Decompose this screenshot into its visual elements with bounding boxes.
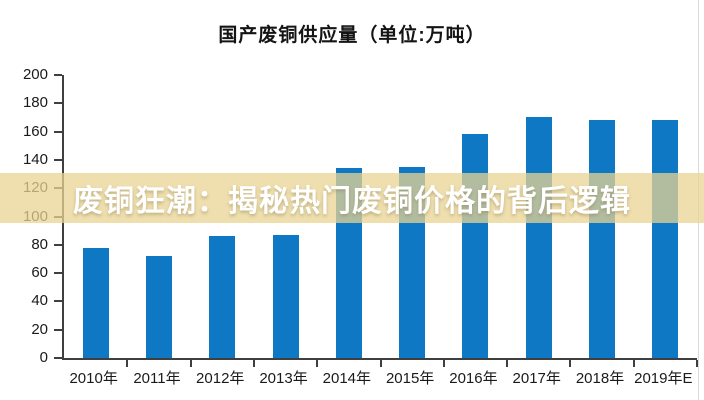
y-tick-mark	[54, 272, 62, 275]
y-tick-label: 40	[31, 292, 48, 310]
chart-title: 国产废铜供应量（单位:万吨）	[218, 25, 486, 46]
y-tick-mark	[54, 74, 62, 76]
bar-slot	[191, 75, 254, 358]
x-tick-label: 2015年	[385, 370, 435, 387]
y-tick-mark	[54, 102, 62, 105]
x-tick-label: 2019年E	[634, 370, 693, 387]
bar-slot	[127, 75, 190, 358]
x-axis-tick	[632, 360, 635, 367]
y-tick-label: 60	[31, 264, 48, 282]
bar-2012年	[209, 236, 236, 358]
bar-slot	[570, 75, 633, 358]
headline-banner: 废铜狂潮：揭秘热门废铜价格的背后逻辑	[0, 173, 704, 223]
x-axis-tick	[316, 360, 319, 367]
x-tick-label: 2014年	[322, 370, 372, 387]
y-tick-label: 20	[31, 320, 48, 338]
y-tick-label: 180	[22, 94, 48, 112]
x-axis-tick	[379, 360, 382, 367]
y-tick-mark	[54, 130, 62, 133]
x-tick-label: 2013年	[259, 370, 308, 387]
x-tick-label: 2011年	[133, 370, 181, 387]
x-tick-label: 2010年	[69, 370, 118, 387]
bar-2010年	[82, 247, 109, 358]
bar-slot	[634, 75, 697, 358]
bar-2013年	[272, 234, 299, 358]
y-tick-mark	[54, 357, 62, 359]
x-axis-tick	[252, 360, 255, 367]
y-tick-mark	[54, 158, 62, 161]
y-tick-label: 140	[22, 150, 48, 168]
x-tick-label: 2016年	[449, 370, 498, 387]
y-tick-mark	[54, 328, 62, 331]
bar-slot	[444, 75, 507, 358]
bar-2016年	[462, 134, 489, 358]
bar-2017年	[525, 117, 552, 358]
bar-slot	[254, 75, 317, 358]
bar-slot	[507, 75, 570, 358]
bar-slot	[64, 75, 127, 358]
x-axis-tick	[189, 360, 192, 367]
x-axis-tick	[696, 360, 698, 367]
x-tick-label: 2018年	[575, 370, 625, 387]
bar-2019年E	[652, 120, 679, 358]
x-axis-tick	[442, 360, 445, 367]
y-tick-label: 200	[22, 66, 48, 83]
y-tick-label: 80	[31, 235, 48, 253]
bar-2011年	[145, 256, 172, 358]
y-tick-mark	[54, 243, 62, 246]
x-axis-tick	[569, 360, 572, 367]
x-axis-tick	[506, 360, 509, 367]
y-tick-label: 160	[22, 122, 48, 140]
headline-text: 废铜狂潮：揭秘热门废铜价格的背后逻辑	[73, 185, 631, 218]
x-tick-label: 2012年	[196, 370, 245, 387]
y-tick-mark	[54, 300, 62, 303]
x-axis-labels: 2010年 2011年 2012年 2013年 2014年 2015年 2016年 2017年…	[62, 367, 695, 388]
y-tick-label: 0	[39, 349, 48, 366]
x-tick-label: 2017年	[512, 370, 561, 387]
bar-2018年	[589, 120, 616, 358]
x-axis-tick	[126, 360, 129, 367]
